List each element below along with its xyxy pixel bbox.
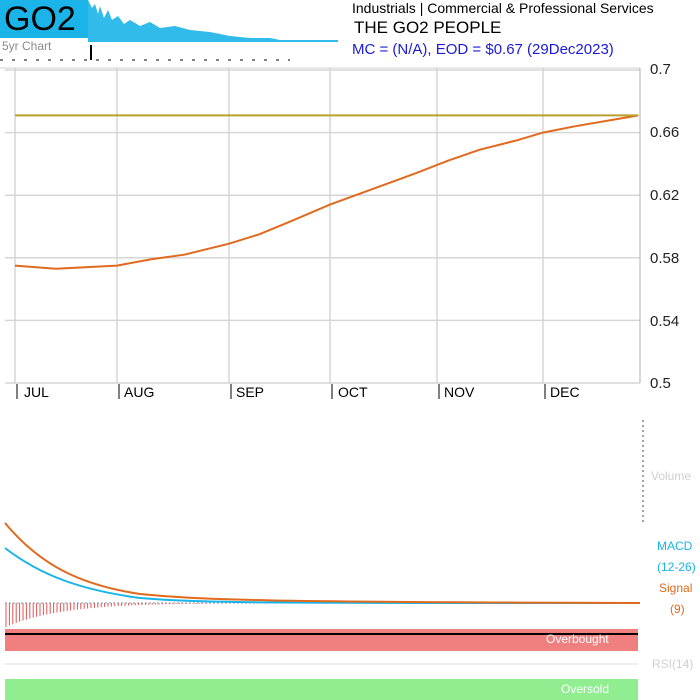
signal-line [4, 522, 641, 604]
ticker-symbol: GO2 [4, 0, 76, 38]
y-tick-label: 0.5 [650, 375, 671, 392]
macd-params: (12-26) [657, 560, 696, 574]
five-year-label: 5yr Chart [2, 39, 52, 53]
x-tick-label: OCT [338, 384, 368, 400]
signal-label: Signal [659, 581, 693, 595]
x-tick-label: NOV [444, 384, 475, 400]
volume-label: Volume [651, 469, 692, 483]
five-year-sparkline [0, 0, 338, 61]
x-tick-label: JUL [24, 384, 49, 400]
overbought-label: Overbought [546, 632, 609, 646]
market-cap-eod: MC = (N/A), EOD = $0.67 (29Dec2023) [352, 41, 614, 58]
x-tick-label: AUG [124, 384, 155, 400]
price-panel [0, 67, 641, 399]
y-tick-label: 0.7 [650, 61, 671, 78]
y-tick-label: 0.58 [650, 250, 680, 267]
x-tick-label: SEP [236, 384, 265, 400]
y-tick-label: 0.54 [650, 313, 680, 330]
y-tick-label: 0.66 [650, 124, 680, 141]
oversold-band [5, 679, 638, 700]
rsi-panel [5, 629, 638, 700]
macd-label: MACD [657, 539, 693, 553]
price-line [14, 114, 639, 270]
sector-label: Industrials | Commercial & Professional … [352, 0, 654, 16]
macd-panel [4, 522, 641, 627]
x-tick-label: DEC [550, 384, 580, 400]
oversold-label: Oversold [561, 682, 610, 696]
y-tick-label: 0.62 [650, 187, 680, 204]
signal-params: (9) [670, 602, 685, 616]
overbought-band [5, 629, 638, 651]
company-name: THE GO2 PEOPLE [354, 18, 502, 37]
macd-line [4, 547, 641, 604]
rsi-label: RSI(14) [652, 657, 694, 671]
ticker-badge [0, 0, 88, 38]
